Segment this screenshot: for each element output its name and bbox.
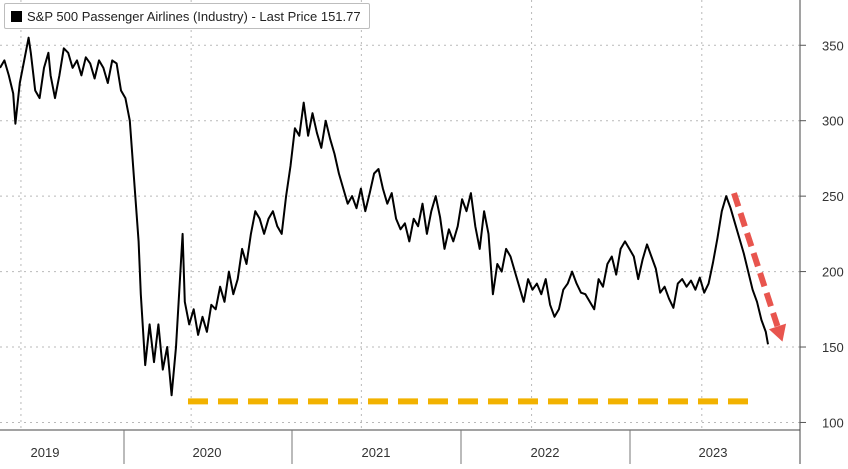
annotations (188, 192, 787, 405)
y-tick-label: 200 (822, 265, 844, 280)
y-tick-label: 150 (822, 340, 844, 355)
price-series-line (0, 36, 769, 397)
x-tick-label: 2019 (31, 445, 60, 460)
x-tick-label: 2022 (531, 445, 560, 460)
grid (0, 0, 800, 430)
chart-legend: S&P 500 Passenger Airlines (Industry) - … (4, 3, 370, 29)
series-layer (0, 36, 769, 397)
trend-arrow-line (731, 192, 783, 335)
y-tick-label: 250 (822, 189, 844, 204)
x-tick-label: 2023 (699, 445, 728, 460)
legend-label: S&P 500 Passenger Airlines (Industry) - … (27, 8, 361, 24)
y-axis-ticks: 100 150 200 250 300 350 (800, 38, 844, 430)
trend-arrow-head (768, 323, 787, 342)
x-axis-ticks: 2019 2020 2021 2022 2023 (31, 445, 728, 460)
x-tick-label: 2021 (362, 445, 391, 460)
axes (0, 0, 801, 464)
y-tick-label: 300 (822, 114, 844, 129)
y-tick-label: 350 (822, 38, 844, 53)
y-tick-label: 100 (822, 415, 844, 430)
x-tick-label: 2020 (193, 445, 222, 460)
legend-swatch (11, 10, 22, 22)
